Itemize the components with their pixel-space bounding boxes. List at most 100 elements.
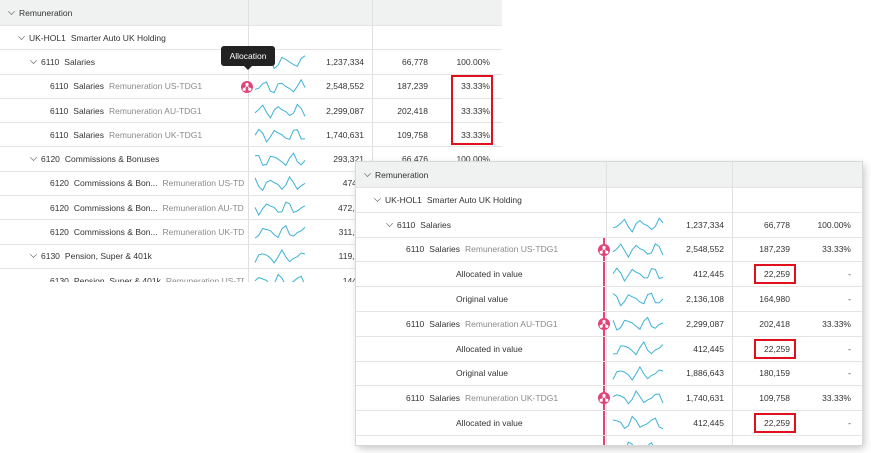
value-1: 2,548,552 [686, 244, 724, 255]
row-name: Salaries [429, 393, 460, 404]
back-table-row[interactable]: 6120 Commissions & Bon... Remuneration AU-… [0, 196, 502, 221]
sparkline [612, 365, 664, 384]
row-name: Smarter Auto UK Holding [426, 194, 522, 205]
chevron-down-icon[interactable] [30, 154, 37, 162]
value-3: - [848, 269, 851, 280]
front-table-row[interactable]: 6110 Salaries Remuneration UK-TDG1 1,740,63… [356, 386, 862, 412]
value-3: - [848, 443, 851, 445]
back-header-cell[interactable]: Remuneration [8, 0, 238, 25]
value-1: 412,445 [693, 269, 724, 280]
value-2: 22,259 [764, 343, 790, 354]
value-2: 109,758 [759, 393, 790, 404]
row-org: Remuneration AU-TDG1 [109, 105, 202, 116]
value-1: 412,445 [693, 343, 724, 354]
value-2: 22,259 [764, 269, 790, 280]
value-3: - [848, 368, 851, 379]
front-table-row[interactable]: Allocated in value 412,445 22,259 - [356, 411, 862, 436]
front-header-label: Remuneration [375, 169, 429, 180]
value-2: 66,778 [764, 219, 790, 230]
allocation-icon[interactable] [598, 243, 610, 256]
row-code: 6110 [50, 81, 69, 92]
front-header-cell[interactable]: Remuneration [364, 162, 594, 187]
chevron-down-icon[interactable] [8, 7, 15, 15]
back-table-row[interactable]: 6130 Pension, Super & 401k Remuneration US… [0, 269, 502, 282]
row-code: 6120 [50, 227, 69, 238]
value-3: - [848, 343, 851, 354]
row-name: Pension, Super & 401k [73, 275, 161, 282]
front-table-row[interactable]: 6110 Salaries Remuneration AU-TDG1 2,299,08… [356, 312, 862, 337]
value-3: 33.33% [822, 244, 851, 255]
value-1: 1,237,334 [686, 219, 724, 230]
value-3: 33.33% [822, 318, 851, 329]
allocation-icon[interactable] [241, 80, 253, 93]
value-3: - [848, 418, 851, 429]
value-2: 164,980 [759, 294, 790, 305]
front-table-row[interactable]: Allocated in value 412,445 22,259 - [356, 262, 862, 288]
row-org: Remuneration UK-TDG1 [109, 129, 203, 140]
row-org: Remuneration US-TDG1 [109, 81, 203, 92]
value-3: 100.00% [456, 56, 490, 67]
front-table-row[interactable]: UK-HOL1 Smarter Auto UK Holding [356, 188, 862, 213]
allocation-icon[interactable] [598, 318, 610, 330]
back-table-row[interactable]: 6110 Salaries Remuneration US-TDG1 2,548,55… [0, 75, 502, 99]
value-1: 1,740,631 [686, 393, 724, 404]
value-3: 33.33% [461, 129, 490, 140]
row-code: 6120 [50, 178, 69, 189]
back-table-row[interactable]: 6120 Commissions & Bon... Remuneration US-… [0, 172, 502, 197]
allocation-line [603, 238, 605, 445]
chevron-down-icon[interactable] [30, 56, 37, 64]
chevron-down-icon[interactable] [30, 251, 37, 259]
value-3: 33.33% [822, 393, 851, 404]
value-1: 474,2 [342, 178, 364, 189]
allocation-tooltip: Allocation [221, 46, 275, 70]
back-table-row[interactable]: 6120 Commissions & Bonuses 293,321 66,476 10… [0, 148, 502, 172]
highlight-box [754, 413, 796, 434]
front-table-row[interactable]: Allocated in value 412,445 22,259 - [356, 337, 862, 362]
chevron-down-icon[interactable] [18, 32, 25, 40]
sparkline [254, 127, 306, 145]
value-2: 180,159 [759, 368, 790, 379]
value-2: 66,778 [402, 56, 428, 67]
row-code: 6110 [406, 318, 425, 329]
row-name: Smarter Auto UK Holding [70, 32, 166, 43]
value-1: 412,445 [693, 418, 724, 429]
row-name: Salaries [64, 56, 95, 67]
sparkline [254, 103, 306, 121]
value-2: 109,758 [397, 129, 428, 140]
row-name: Pension, Super & 401k [64, 251, 152, 262]
value-2: 202,418 [759, 318, 790, 329]
row-code: 6120 [41, 154, 60, 165]
sparkline [254, 200, 306, 218]
row-name: Commissions & Bonuses [64, 154, 160, 165]
row-name: Allocated in value [456, 343, 523, 354]
row-org: Remuneration US-TDG1 [165, 275, 244, 282]
sparkline [612, 242, 664, 260]
row-code: UK-HOL1 [385, 194, 422, 205]
row-org: Remuneration AU-TDG1 [162, 202, 244, 213]
front-table-row[interactable]: 6110 Salaries Remuneration US-TDG1 2,548,55… [356, 238, 862, 263]
allocation-icon[interactable] [598, 392, 610, 405]
chevron-down-icon[interactable] [386, 219, 393, 227]
sparkline [254, 175, 306, 194]
front-table-row[interactable]: Original value 1,886,643 180,159 - [356, 362, 862, 387]
back-table-row[interactable]: 6130 Pension, Super & 401k 119,64 [0, 245, 502, 269]
front-table-row[interactable]: Original value 1,328,186 87,499 - [356, 436, 862, 445]
front-table-row[interactable]: Original value 2,136,108 164,980 - [356, 287, 862, 312]
sparkline [612, 217, 664, 235]
value-1: 1,740,631 [326, 129, 364, 140]
back-header-label: Remuneration [19, 7, 73, 18]
highlight-box [754, 338, 796, 359]
front-table-row[interactable]: 6110 Salaries 1,237,334 66,778 100.00% [356, 213, 862, 238]
highlight-box-back [451, 75, 493, 145]
sparkline [612, 390, 664, 408]
sparkline [612, 340, 664, 359]
sparkline [254, 78, 306, 97]
chevron-down-icon[interactable] [364, 169, 371, 177]
row-name: Salaries [73, 81, 104, 92]
chevron-down-icon[interactable] [374, 194, 381, 202]
back-table-row[interactable]: 6110 Salaries Remuneration UK-TDG1 1,740,63… [0, 123, 502, 148]
back-table-row[interactable]: 6110 Salaries Remuneration AU-TDG1 2,299,08… [0, 99, 502, 124]
row-name: Commissions & Bon... [73, 202, 158, 213]
row-name: Commissions & Bon... [73, 227, 158, 238]
back-table-row[interactable]: 6120 Commissions & Bon... Remuneration UK-… [0, 220, 502, 245]
